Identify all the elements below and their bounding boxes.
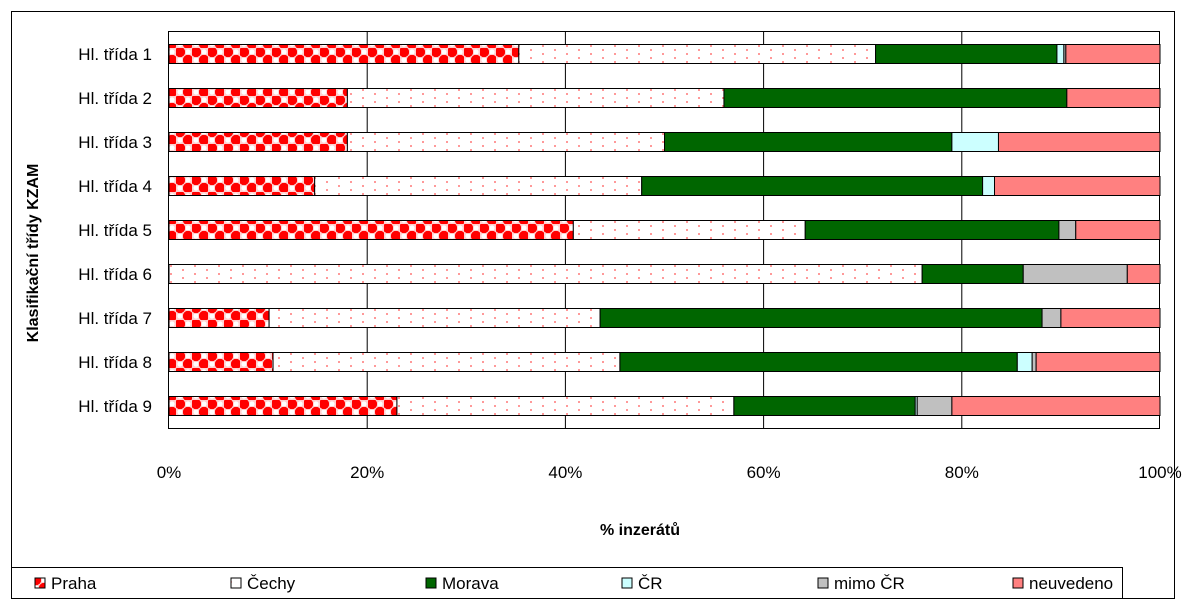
legend-label: Morava xyxy=(442,574,499,593)
x-tick-label: 60% xyxy=(747,463,781,482)
bar-segment xyxy=(1041,308,1062,328)
bar-segment xyxy=(168,352,274,372)
bar-segment xyxy=(875,44,1058,64)
bar-segment xyxy=(396,396,735,416)
y-tick-label: Hl. třída 9 xyxy=(78,397,152,416)
bar-segment xyxy=(572,220,806,240)
bar-segment xyxy=(268,308,601,328)
bar-segment xyxy=(982,176,996,196)
legend-label: neuvedeno xyxy=(1029,574,1113,593)
bar-segment xyxy=(994,176,1161,196)
bar-segment xyxy=(804,220,1060,240)
y-tick-label: Hl. třída 5 xyxy=(78,221,152,240)
legend-label: mimo ČR xyxy=(834,574,905,593)
bar-segment xyxy=(168,44,520,64)
bar-segment xyxy=(168,88,348,108)
bar-segment xyxy=(346,88,725,108)
y-tick-label: Hl. třída 7 xyxy=(78,309,152,328)
y-tick-label: Hl. třída 4 xyxy=(78,177,152,196)
bar-segment xyxy=(168,132,348,152)
bar-segment xyxy=(168,220,574,240)
x-tick-label: 100% xyxy=(1138,463,1181,482)
x-tick-labels: 0% 20% 40% 60% 80% 100% xyxy=(157,463,1182,482)
x-tick-label: 20% xyxy=(350,463,384,482)
bar-segment xyxy=(518,44,877,64)
bars xyxy=(168,44,1161,416)
legend: Praha Čechy Morava ČR mimo ČR neuvedeno xyxy=(34,574,1113,593)
legend-swatch xyxy=(425,577,437,589)
y-tick-label: Hl. třída 1 xyxy=(78,45,152,64)
bar-segment xyxy=(168,264,923,284)
y-tick-labels: Hl. třída 1 Hl. třída 2 Hl. třída 3 Hl. tří… xyxy=(78,45,152,416)
x-tick-label: 0% xyxy=(157,463,182,482)
bar-segment xyxy=(272,352,621,372)
legend-swatch xyxy=(1012,577,1024,589)
y-tick-label: Hl. třída 2 xyxy=(78,89,152,108)
bar-segment xyxy=(641,176,984,196)
x-tick-label: 40% xyxy=(548,463,582,482)
bar-segment xyxy=(1022,264,1128,284)
bar-segment xyxy=(599,308,1043,328)
bar-segment xyxy=(1065,44,1161,64)
legend-swatch xyxy=(230,577,242,589)
plot-area: Hl. třída 1 Hl. třída 2 Hl. třída 3 Hl. tří… xyxy=(78,31,1182,482)
bar-segment xyxy=(1066,88,1161,108)
bar-segment xyxy=(1056,44,1065,64)
bar-segment xyxy=(168,308,270,328)
legend-swatch xyxy=(817,577,829,589)
bar-segment xyxy=(168,176,316,196)
x-axis-title: % inzerátů xyxy=(600,522,680,539)
bar-segment xyxy=(314,176,643,196)
legend-label: Čechy xyxy=(247,574,296,593)
y-tick-label: Hl. třída 6 xyxy=(78,265,152,284)
bar-segment xyxy=(1016,352,1033,372)
legend-swatch xyxy=(621,577,633,589)
y-tick-label: Hl. třída 8 xyxy=(78,353,152,372)
bar-segment xyxy=(1126,264,1161,284)
bar-segment xyxy=(1060,308,1161,328)
bar-segment xyxy=(1075,220,1161,240)
legend-label: ČR xyxy=(638,574,663,593)
bar-segment xyxy=(916,396,953,416)
legend-box xyxy=(11,567,1123,599)
bar-segment xyxy=(951,396,1161,416)
legend-label: Praha xyxy=(51,574,97,593)
legend-swatch xyxy=(34,577,46,589)
bar-segment xyxy=(346,132,665,152)
bar-segment xyxy=(664,132,953,152)
bar-segment xyxy=(168,396,398,416)
bar-segment xyxy=(619,352,1018,372)
bar-segment xyxy=(1035,352,1161,372)
y-axis-title: Klasifikační třídy KZAM xyxy=(25,164,42,343)
bar-segment xyxy=(723,88,1068,108)
bar-segment xyxy=(997,132,1161,152)
bar-segment xyxy=(921,264,1024,284)
bar-segment xyxy=(733,396,916,416)
bar-segment xyxy=(1031,352,1037,372)
x-tick-label: 80% xyxy=(945,463,979,482)
bar-segment xyxy=(951,132,999,152)
y-tick-label: Hl. třída 3 xyxy=(78,133,152,152)
bar-segment xyxy=(1058,220,1077,240)
